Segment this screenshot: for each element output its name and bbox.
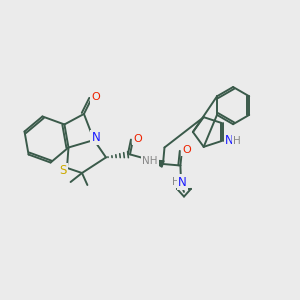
Text: N: N	[178, 176, 187, 188]
Polygon shape	[151, 160, 164, 167]
Text: NH: NH	[142, 156, 158, 166]
Text: H: H	[233, 136, 241, 146]
Text: N: N	[92, 131, 100, 144]
Text: O: O	[182, 145, 191, 155]
Text: O: O	[134, 134, 142, 144]
Text: N: N	[225, 134, 234, 147]
Text: S: S	[60, 164, 67, 177]
Text: H: H	[172, 177, 179, 187]
Text: O: O	[92, 92, 100, 103]
